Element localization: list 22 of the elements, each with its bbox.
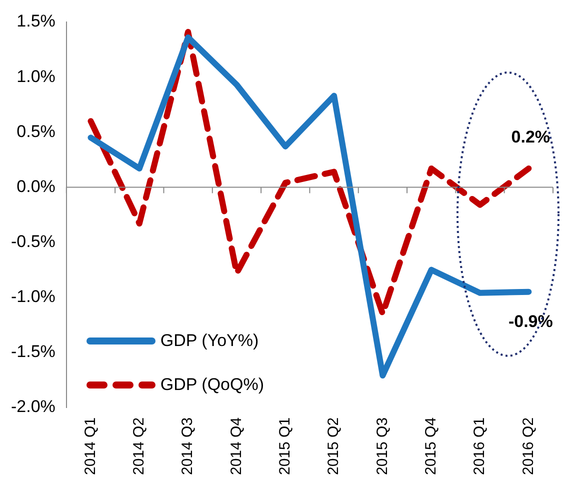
y-tick-label: -2.0% xyxy=(10,397,56,416)
x-tick-label: 2014 Q3 xyxy=(179,417,196,475)
legend-label: GDP (QoQ%) xyxy=(160,375,264,396)
y-tick-label: -1.5% xyxy=(10,342,56,362)
data-label: -0.9% xyxy=(508,312,553,332)
x-tick-label: 2015 Q4 xyxy=(422,417,440,475)
x-tick-label: 2016 Q1 xyxy=(471,417,488,475)
x-tick-label: 2014 Q1 xyxy=(82,417,99,475)
y-tick-label: -1.0% xyxy=(10,287,56,306)
x-tick-label: 2014 Q4 xyxy=(228,417,245,475)
x-tick-label: 2014 Q2 xyxy=(130,417,148,475)
y-tick-label: 0.5% xyxy=(16,122,56,141)
y-tick-label: 1.0% xyxy=(16,66,56,86)
y-tick-label: 1.5% xyxy=(16,12,56,31)
x-tick-label: 2015 Q1 xyxy=(276,417,294,475)
y-tick-label: -0.5% xyxy=(10,232,56,251)
legend-label: GDP (YoY%) xyxy=(160,331,259,352)
y-tick-label: 0.0% xyxy=(16,176,56,196)
x-tick-label: 2015 Q3 xyxy=(374,417,391,475)
x-tick-label: 2016 Q2 xyxy=(520,417,537,475)
data-label: 0.2% xyxy=(511,128,550,147)
x-tick-label: 2015 Q2 xyxy=(325,417,342,475)
